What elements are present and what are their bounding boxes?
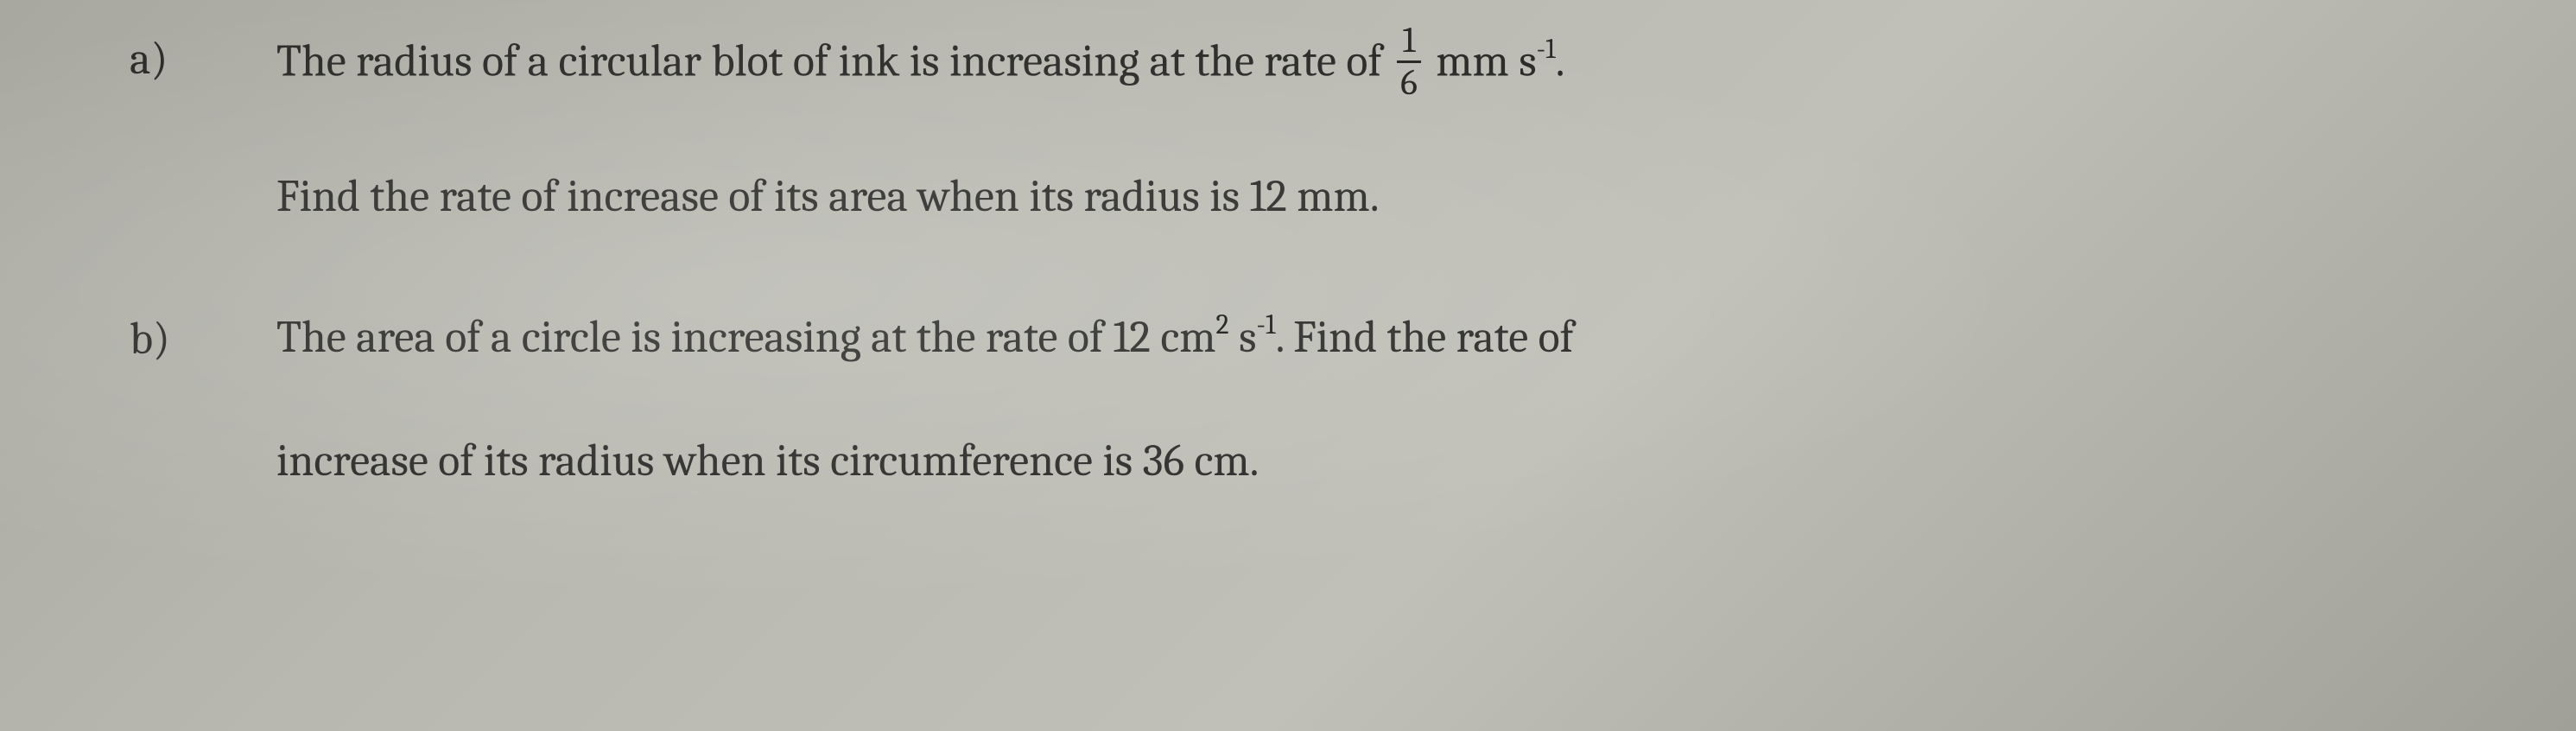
problem-b-line-2: increase of its radius when its circumfe… [276, 429, 2507, 493]
fraction-denominator: 6 [1397, 60, 1421, 101]
text-segment: mm s [1426, 35, 1537, 87]
text-segment: The radius of a circular blot of ink is … [276, 35, 1392, 87]
problem-a-line-1: The radius of a circular blot of ink is … [276, 26, 2507, 105]
text-segment: . [1556, 35, 1565, 87]
problem-label-a: a) [130, 26, 276, 85]
problem-a: a) The radius of a circular blot of ink … [130, 26, 2507, 228]
superscript: 2 [1216, 308, 1229, 340]
problem-b: b) The area of a circle is increasing at… [130, 306, 2507, 493]
fraction: 16 [1397, 22, 1421, 101]
text-segment: s [1229, 311, 1257, 363]
superscript: -1 [1537, 33, 1556, 65]
problem-content-b: The area of a circle is increasing at th… [276, 306, 2507, 493]
problem-b-line-1: The area of a circle is increasing at th… [276, 306, 2507, 369]
problem-a-line-2: Find the rate of increase of its area wh… [276, 165, 2507, 228]
text-segment: The area of a circle is increasing at th… [276, 311, 1216, 363]
problem-label-b: b) [130, 306, 276, 365]
text-segment: . Find the rate of [1276, 311, 1574, 363]
text-segment: Find the rate of increase of its area wh… [276, 170, 1380, 222]
text-segment: increase of its radius when its circumfe… [276, 435, 1259, 486]
superscript: -1 [1256, 308, 1275, 340]
fraction-numerator: 1 [1399, 22, 1418, 60]
problem-content-a: The radius of a circular blot of ink is … [276, 26, 2507, 228]
